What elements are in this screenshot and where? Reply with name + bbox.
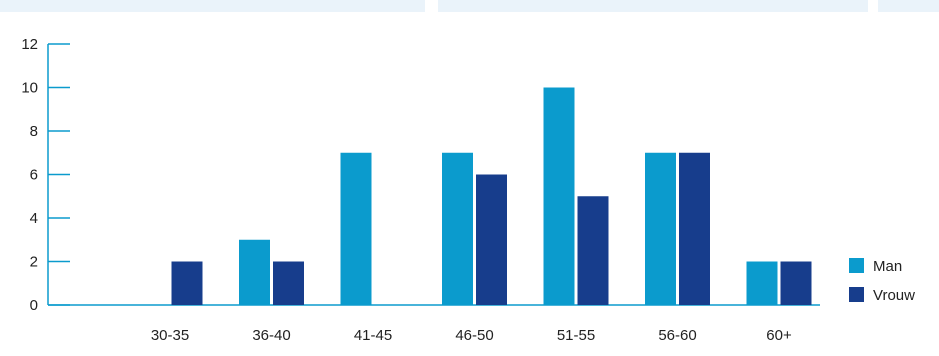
bar-vrouw-36-40 xyxy=(273,261,304,305)
bar-vrouw-46-50 xyxy=(476,174,507,305)
bar-man-60+ xyxy=(746,261,778,305)
legend-label-man: Man xyxy=(873,258,902,275)
bar-man-41-45 xyxy=(340,152,372,305)
bar-man-51-55 xyxy=(543,87,575,305)
legend-label-vrouw: Vrouw xyxy=(873,287,915,304)
bar-vrouw-56-60 xyxy=(679,152,710,305)
bar-man-36-40 xyxy=(239,239,270,305)
x-tick-label: 36-40 xyxy=(252,327,290,344)
y-tick-label: 10 xyxy=(21,80,38,97)
legend-swatch-man xyxy=(849,258,864,273)
y-tick-label: 2 xyxy=(30,254,38,271)
y-tick-label: 12 xyxy=(21,36,38,53)
bars xyxy=(171,87,812,305)
y-tick-label: 6 xyxy=(30,167,38,184)
x-tick-label: 41-45 xyxy=(354,327,392,344)
x-tick-label: 51-55 xyxy=(557,327,595,344)
top-panel-middle xyxy=(438,0,868,12)
bar-vrouw-51-55 xyxy=(577,196,609,305)
y-tick-label: 0 xyxy=(30,297,38,314)
legend: Man Vrouw xyxy=(849,258,915,304)
tick-labels: 0 2 4 6 8 10 12 30-35 36-40 41-45 46-50 51-55 56-60 6… xyxy=(21,36,792,344)
bar-man-56-60 xyxy=(645,152,676,305)
x-tick-label: 60+ xyxy=(766,327,792,344)
x-tick-label: 46-50 xyxy=(455,327,493,344)
y-tick-label: 8 xyxy=(30,123,38,140)
bar-vrouw-30-35 xyxy=(171,261,203,305)
x-tick-label: 30-35 xyxy=(151,327,189,344)
y-tick-label: 4 xyxy=(30,210,38,227)
top-panel-right xyxy=(878,0,939,12)
top-panel-left xyxy=(0,0,425,12)
x-tick-label: 56-60 xyxy=(658,327,696,344)
bar-vrouw-60+ xyxy=(780,261,812,305)
legend-swatch-vrouw xyxy=(849,287,864,302)
bar-man-46-50 xyxy=(442,152,473,305)
